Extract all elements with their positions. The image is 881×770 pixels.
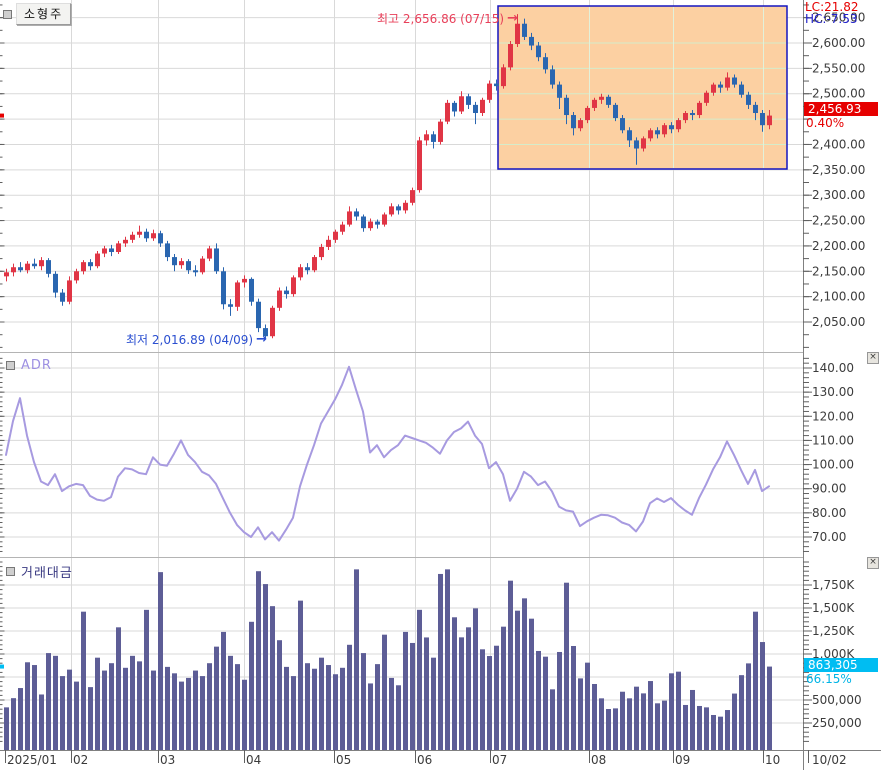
high-annotation: 최고 2,656.86 (07/15) →	[377, 10, 518, 27]
x-axis-label: 05	[336, 753, 352, 767]
volume-percent: 66.15%	[806, 672, 852, 686]
panel-marker-icon	[6, 567, 15, 576]
current-volume-badge: 863,305	[804, 658, 878, 672]
volume-current-tick	[0, 664, 4, 669]
svg-text:80.00: 80.00	[812, 506, 846, 520]
x-axis-label: 04	[246, 753, 262, 767]
x-axis-label: 06	[417, 753, 433, 767]
low-annotation: 최저 2,016.89 (04/09) →	[126, 331, 267, 348]
svg-text:2,550.00: 2,550.00	[812, 61, 865, 75]
svg-text:2,150.00: 2,150.00	[812, 264, 865, 278]
highlight-region	[497, 5, 788, 170]
lc-value: LC:21.82	[805, 0, 859, 14]
svg-text:130.00: 130.00	[812, 385, 854, 399]
svg-text:250,000: 250,000	[812, 716, 862, 730]
volume-panel-header: 거래대금	[6, 562, 73, 581]
svg-text:500,000: 500,000	[812, 693, 862, 707]
close-adr-panel-button[interactable]: ×	[867, 352, 879, 364]
x-axis-label: 07	[492, 753, 508, 767]
right-arrow-icon: →	[507, 11, 518, 26]
adr-line	[5, 365, 770, 542]
panel-marker-icon	[3, 9, 12, 19]
svg-text:2,650.00: 2,650.00	[812, 11, 865, 25]
volume-series	[4, 569, 772, 750]
right-arrow-icon: →	[256, 332, 267, 347]
volume-panel-title: 거래대금	[21, 566, 73, 581]
adr-panel-header: ADR	[6, 358, 52, 373]
price-change-percent: 0.40%	[806, 116, 845, 130]
svg-text:2,500.00: 2,500.00	[812, 87, 865, 101]
x-axis-label: 08	[591, 753, 607, 767]
svg-text:2,300.00: 2,300.00	[812, 188, 865, 202]
svg-text:1,500K: 1,500K	[812, 601, 855, 615]
hc-value: HC:-7.53	[805, 12, 858, 26]
svg-text:2,400.00: 2,400.00	[812, 137, 865, 151]
low-annotation-text: 최저 2,016.89 (04/09)	[126, 333, 254, 347]
high-annotation-text: 최고 2,656.86 (07/15)	[377, 12, 505, 26]
svg-text:140.00: 140.00	[812, 361, 854, 375]
svg-text:1,250K: 1,250K	[812, 624, 855, 638]
current-price-badge: 2,456.93	[804, 102, 878, 116]
svg-text:110.00: 110.00	[812, 433, 854, 447]
panel-marker-icon	[6, 361, 15, 370]
x-axis-label: 10	[765, 753, 781, 767]
svg-text:2,050.00: 2,050.00	[812, 315, 865, 329]
svg-text:2,250.00: 2,250.00	[812, 214, 865, 228]
svg-text:70.00: 70.00	[812, 530, 846, 544]
symbol-chip[interactable]: 소형주	[3, 3, 72, 25]
adr-panel-title: ADR	[21, 358, 52, 373]
svg-text:2,600.00: 2,600.00	[812, 36, 865, 50]
svg-text:100.00: 100.00	[812, 458, 854, 472]
svg-text:120.00: 120.00	[812, 409, 854, 423]
svg-text:1,750K: 1,750K	[812, 578, 855, 592]
svg-text:2,350.00: 2,350.00	[812, 163, 865, 177]
symbol-label[interactable]: 소형주	[16, 3, 72, 25]
svg-text:2,200.00: 2,200.00	[812, 239, 865, 253]
x-axis-end-label: 10/02	[812, 753, 847, 767]
svg-text:90.00: 90.00	[812, 482, 846, 496]
svg-text:2,100.00: 2,100.00	[812, 290, 865, 304]
close-volume-panel-button[interactable]: ×	[867, 557, 879, 569]
x-axis-label: 2025/01	[7, 753, 57, 767]
svg-text:1,000K: 1,000K	[812, 647, 855, 661]
x-axis-label: 03	[160, 753, 176, 767]
candlestick-series	[4, 14, 772, 339]
x-axis-label: 02	[73, 753, 89, 767]
x-axis-label: 09	[675, 753, 691, 767]
price-current-tick	[0, 113, 4, 118]
